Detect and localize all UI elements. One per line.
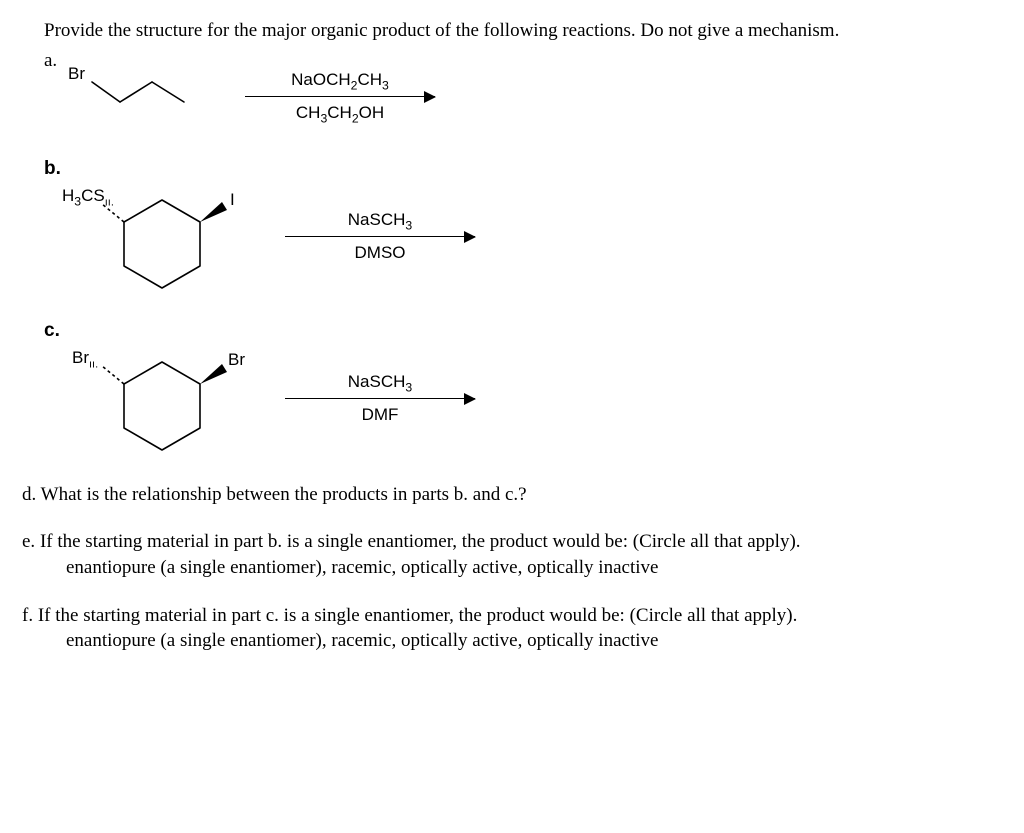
reaction-arrow-c: NaSCH3 DMF <box>280 372 480 425</box>
reactant-c: Brıı. Br <box>62 344 262 454</box>
part-f-text: If the starting material in part c. is a… <box>38 605 798 626</box>
part-e-options: enantiopure (a single enantiomer), racem… <box>66 555 1002 581</box>
part-f-options: enantiopure (a single enantiomer), racem… <box>66 628 1002 654</box>
reagent-b-top: NaSCH3 <box>348 210 412 232</box>
br-right-label: Br <box>228 350 245 370</box>
part-b-label: b. <box>44 158 84 180</box>
reaction-arrow-a: NaOCH2CH3 CH3CH2OH <box>240 70 440 126</box>
br-left-label: Brıı. <box>72 348 98 370</box>
part-d-label: d. <box>22 484 36 505</box>
reagent-a-top: NaOCH2CH3 <box>291 70 389 92</box>
arrow-icon <box>285 236 475 237</box>
reagent-c-bottom: DMF <box>362 405 399 425</box>
iodo-label: I <box>230 190 235 210</box>
reactant-b: H3CSıı. I <box>62 182 262 292</box>
part-d: d. What is the relationship between the … <box>22 482 1002 508</box>
reagent-a-bottom: CH3CH2OH <box>296 103 384 125</box>
br-label: Br <box>68 64 85 84</box>
reagent-b-bottom: DMSO <box>355 243 406 263</box>
reaction-arrow-b: NaSCH3 DMSO <box>280 210 480 263</box>
h3cs-label: H3CSıı. <box>62 186 114 208</box>
intro-text: Provide the structure for the major orga… <box>22 18 1002 44</box>
part-f-label: f. <box>22 605 33 626</box>
part-c-label: c. <box>44 320 84 342</box>
part-e: e. If the starting material in part b. i… <box>22 529 1002 580</box>
part-f: f. If the starting material in part c. i… <box>22 603 1002 654</box>
part-c: c. Brıı. Br NaSCH3 DMF <box>22 320 1002 454</box>
arrow-icon <box>285 398 475 399</box>
zigzag-chain-icon <box>62 66 222 130</box>
part-b: b. H3CSıı. I NaSCH3 DMSO <box>22 158 1002 292</box>
part-d-text: What is the relationship between the pro… <box>41 484 527 505</box>
part-e-text: If the starting material in part b. is a… <box>40 531 801 552</box>
reagent-c-top: NaSCH3 <box>348 372 412 394</box>
arrow-icon <box>245 96 435 97</box>
part-e-label: e. <box>22 531 35 552</box>
part-a: a. Br NaOCH2CH3 CH3CH2OH <box>22 50 1002 130</box>
intro-content: Provide the structure for the major orga… <box>44 20 839 41</box>
reactant-a: Br <box>62 66 222 130</box>
